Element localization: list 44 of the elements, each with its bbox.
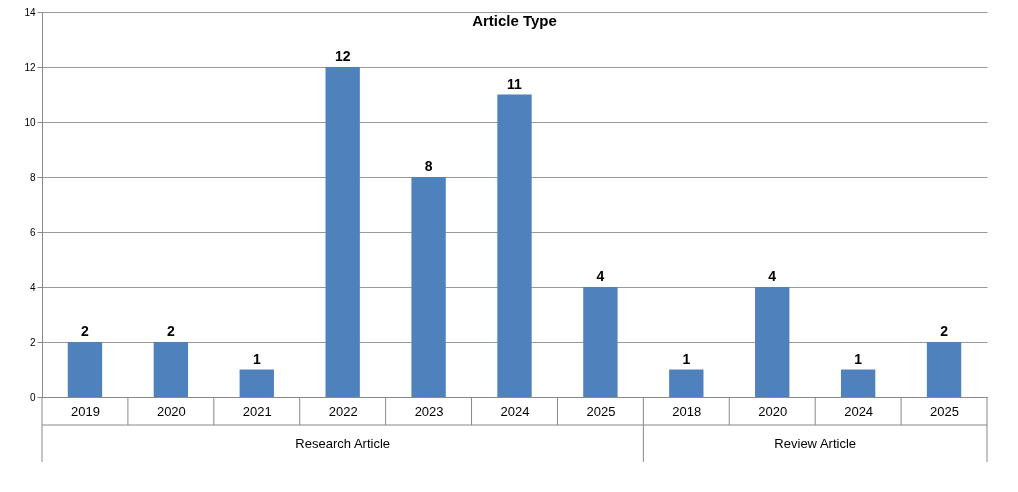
- y-tick-label: 0: [29, 391, 36, 403]
- data-label: 2: [940, 323, 949, 339]
- data-label: 2: [166, 323, 175, 339]
- x-tick-label: 2020: [758, 403, 788, 419]
- data-label: 1: [682, 350, 691, 367]
- x-tick-label: 2019: [70, 403, 100, 419]
- x-tick-label: 2021: [242, 403, 272, 419]
- y-tick-label: 10: [24, 116, 36, 128]
- data-label: 2: [81, 323, 90, 339]
- bar: [239, 369, 274, 397]
- y-tick-label: 8: [29, 171, 36, 183]
- bar: [669, 369, 704, 397]
- x-tick-label: 2025: [930, 403, 960, 419]
- y-tick-label: 6: [29, 226, 36, 238]
- bar: [583, 287, 618, 397]
- bar: [926, 342, 962, 397]
- data-label: 12: [334, 48, 351, 64]
- data-label: 11: [507, 75, 523, 92]
- y-tick-label: 2: [29, 336, 36, 348]
- bar: [153, 342, 189, 397]
- y-tick-label: 4: [29, 281, 36, 293]
- bar: [840, 369, 876, 397]
- bar: [755, 287, 790, 397]
- data-label: 1: [252, 350, 261, 367]
- x-tick-label: 2018: [672, 403, 702, 419]
- x-tick-label: 2025: [586, 403, 616, 419]
- text: Review Article: [774, 436, 856, 451]
- x-tick-label: 2024: [500, 403, 530, 419]
- x-tick-label: 2024: [844, 403, 874, 419]
- x-tick-label: 2023: [414, 403, 444, 419]
- y-tick-label: 14: [24, 6, 36, 18]
- x-tick-label: 2022: [328, 403, 358, 419]
- y-tick-label: 12: [24, 61, 36, 73]
- data-label: 1: [854, 350, 863, 367]
- data-label: 4: [768, 268, 777, 284]
- bar: [411, 177, 446, 397]
- bar: [67, 342, 103, 397]
- bar: [325, 67, 360, 397]
- data-label: 8: [424, 158, 433, 174]
- bar: [497, 94, 532, 397]
- data-label: 4: [596, 268, 605, 284]
- x-tick-label: 2020: [156, 403, 186, 419]
- text: Research Article: [295, 436, 391, 451]
- chart-title: Article Type: [472, 12, 557, 29]
